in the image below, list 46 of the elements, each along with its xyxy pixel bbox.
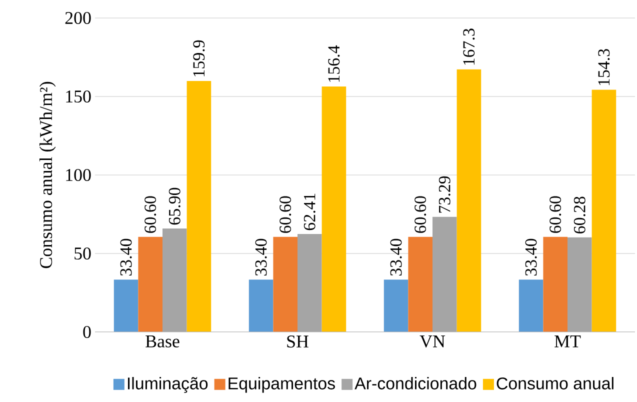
y-tick-label: 50 [74,247,91,260]
data-label: 60.60 [550,196,562,233]
legend-label: Consumo anual [496,377,614,390]
y-tick-label: 200 [65,12,91,24]
x-tick-label: VN [420,336,446,348]
bar [186,80,212,332]
bar [432,216,457,332]
legend-label: Ar-condicionado [354,377,476,390]
data-label: 62.41 [304,194,316,230]
bar [248,280,274,332]
bar [114,280,138,332]
bar [138,236,162,332]
y-tick-label: 100 [66,168,91,182]
bar [456,69,482,332]
data-label: 60.60 [144,196,156,233]
bar [273,236,298,332]
data-label: 73.29 [438,176,450,213]
data-label: 159.9 [193,40,205,76]
y-axis-title: Consumo anual (kWh/m²) [39,82,56,268]
x-tick-label: MT [554,336,581,348]
data-label: 60.60 [280,196,292,233]
y-tick-label: 0 [83,326,91,338]
data-label: 33.40 [120,238,132,276]
data-label: 33.40 [390,238,402,276]
x-tick-label: SH [287,336,308,348]
data-label: 60.60 [414,196,426,233]
bar [568,237,592,332]
bar [543,236,568,332]
data-label: 33.40 [525,238,537,276]
bar [162,228,187,332]
bar [384,280,408,332]
data-label: 156.4 [328,45,340,82]
data-label: 167.3 [463,28,475,65]
x-tick-label: Base [146,336,180,348]
data-label: 60.28 [574,196,586,234]
bar [322,86,346,332]
data-label: 65.90 [168,188,180,225]
data-label: 154.3 [598,49,610,86]
legend-label: Iluminação [128,377,208,393]
bar [518,280,544,332]
bar [592,90,616,332]
legend-label: Equipamentos [228,377,335,393]
data-label: 33.40 [255,238,267,276]
bar [408,236,433,332]
bar [298,234,322,332]
y-tick-label: 150 [66,90,91,103]
